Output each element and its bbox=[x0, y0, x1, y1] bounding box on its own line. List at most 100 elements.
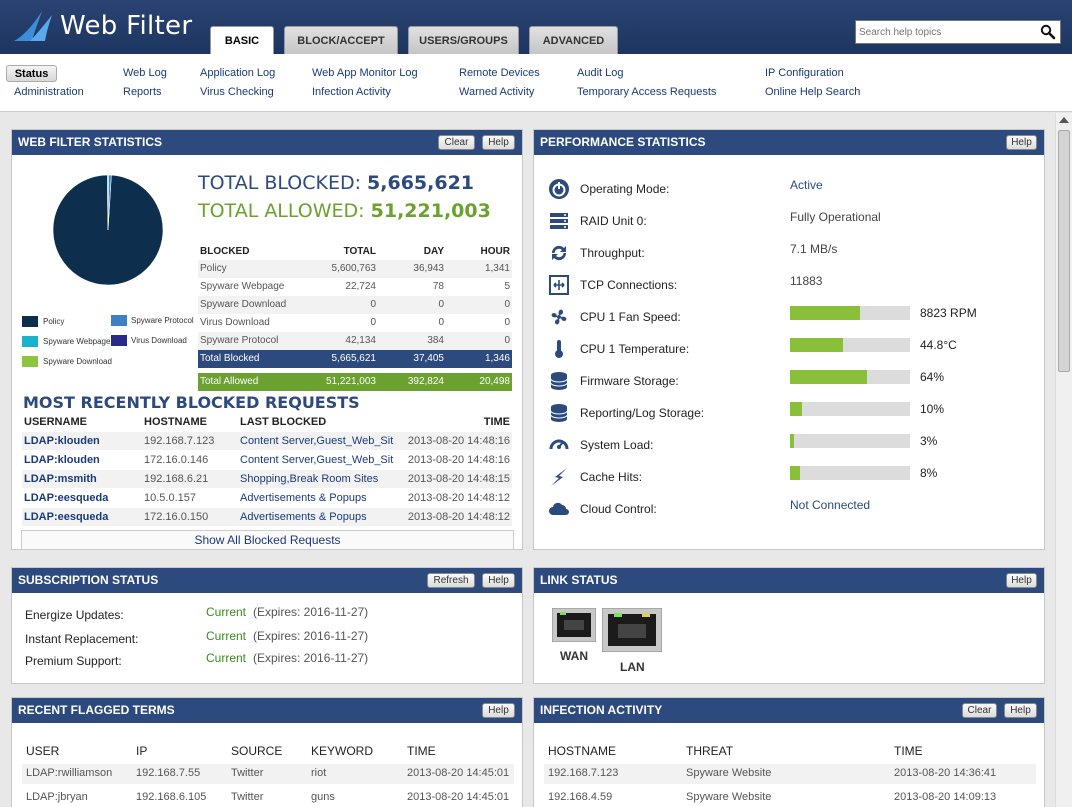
temperature-bar bbox=[790, 338, 910, 352]
subscription-expires: (Expires: 2016-11-27) bbox=[253, 605, 369, 619]
legend-item: Spyware Webpage bbox=[22, 336, 110, 347]
row-user[interactable]: LDAP:msmith bbox=[24, 473, 97, 485]
table-header: BLOCKED TOTAL DAY HOUR bbox=[198, 243, 512, 261]
row-user[interactable]: LDAP:klouden bbox=[24, 454, 100, 466]
row-hour: 0 bbox=[504, 335, 510, 346]
row-day: 78 bbox=[432, 281, 444, 292]
table-row[interactable]: LDAP:eesqueda 172.16.0.150 Advertisement… bbox=[22, 508, 512, 526]
nav-infection-activity[interactable]: Infection Activity bbox=[312, 86, 391, 98]
perf-value: Active bbox=[790, 178, 823, 192]
row-total: 5,665,621 bbox=[331, 353, 377, 364]
total-blocked: TOTAL BLOCKED: 5,665,621 bbox=[198, 172, 474, 194]
table-row[interactable]: LDAP:klouden 192.168.7.123 Content Serve… bbox=[22, 432, 512, 450]
row-name: Virus Download bbox=[200, 317, 270, 328]
col-total: TOTAL bbox=[343, 246, 376, 257]
legend-swatch bbox=[111, 315, 127, 326]
tab-users-groups[interactable]: USERS/GROUPS bbox=[408, 26, 519, 54]
row-host: 192.168.4.59 bbox=[548, 791, 613, 803]
flagged-terms-table: USER IP SOURCE KEYWORD TIME LDAP:rwillia… bbox=[22, 742, 514, 807]
legend-label: Policy bbox=[43, 317, 65, 326]
col-ip: IP bbox=[136, 744, 148, 758]
row-day: 0 bbox=[438, 299, 444, 310]
tab-block-accept[interactable]: BLOCK/ACCEPT bbox=[284, 26, 398, 54]
row-keyword: riot bbox=[311, 767, 327, 779]
bar-fill bbox=[790, 338, 843, 352]
row-day: 392,824 bbox=[407, 376, 444, 387]
total-blocked-row: Total Blocked 5,665,621 37,405 1,346 bbox=[198, 350, 512, 368]
help-button[interactable]: Help bbox=[1006, 573, 1037, 588]
nav-remote-devices[interactable]: Remote Devices bbox=[459, 67, 540, 79]
row-day: 0 bbox=[438, 317, 444, 328]
row-last[interactable]: Content Server,Guest_Web_Sit bbox=[240, 454, 394, 466]
nav-online-help-search[interactable]: Online Help Search bbox=[765, 86, 861, 98]
refresh-button[interactable]: Refresh bbox=[427, 573, 475, 588]
gauge-icon bbox=[549, 439, 569, 450]
nav-temporary-access-requests[interactable]: Temporary Access Requests bbox=[577, 86, 717, 98]
clear-button[interactable]: Clear bbox=[962, 703, 997, 718]
total-allowed-label: TOTAL ALLOWED: bbox=[198, 200, 365, 222]
row-source: Twitter bbox=[231, 767, 264, 779]
row-name: Total Allowed bbox=[200, 376, 259, 387]
row-ip: 192.168.6.105 bbox=[136, 791, 207, 803]
show-all-blocked-button[interactable]: Show All Blocked Requests bbox=[21, 530, 514, 550]
help-button[interactable]: Help bbox=[482, 703, 515, 718]
panel-title: RECENT FLAGGED TERMS bbox=[12, 698, 522, 723]
help-button[interactable]: Help bbox=[482, 573, 515, 588]
row-last[interactable]: Advertisements & Popups bbox=[240, 492, 367, 504]
row-host: 192.168.6.21 bbox=[144, 473, 209, 485]
fan-speed-bar bbox=[790, 306, 910, 320]
row-last[interactable]: Advertisements & Popups bbox=[240, 511, 367, 523]
nav-web-app-monitor-log[interactable]: Web App Monitor Log bbox=[312, 67, 418, 79]
perf-value: 3% bbox=[920, 434, 938, 448]
page-scrollbar[interactable] bbox=[1055, 113, 1072, 807]
help-button[interactable]: Help bbox=[1006, 135, 1037, 150]
help-button[interactable]: Help bbox=[482, 135, 515, 150]
perf-label: Cache Hits: bbox=[580, 470, 643, 484]
cache-hits-bar bbox=[790, 466, 910, 480]
col-day: DAY bbox=[423, 246, 444, 257]
table-row[interactable]: LDAP:msmith 192.168.6.21 Shopping,Break … bbox=[22, 470, 512, 488]
col-source: SOURCE bbox=[231, 744, 283, 758]
row-name: Spyware Webpage bbox=[200, 281, 285, 292]
tab-basic[interactable]: BASIC bbox=[210, 26, 274, 55]
nav-web-log[interactable]: Web Log bbox=[123, 67, 167, 79]
col-keyword: KEYWORD bbox=[311, 744, 374, 758]
legend-item: Spyware Protocol bbox=[111, 315, 194, 326]
nav-audit-log[interactable]: Audit Log bbox=[577, 67, 624, 79]
nav-virus-checking[interactable]: Virus Checking bbox=[200, 86, 274, 98]
subscription-label: Premium Support: bbox=[25, 654, 122, 668]
nav-status[interactable]: Status bbox=[6, 65, 57, 82]
row-total: 51,221,003 bbox=[325, 376, 376, 387]
perf-label: RAID Unit 0: bbox=[580, 214, 647, 228]
scroll-up-arrow[interactable] bbox=[1059, 117, 1069, 123]
nav-ip-configuration[interactable]: IP Configuration bbox=[765, 67, 844, 79]
row-user[interactable]: LDAP:eesqueda bbox=[24, 511, 109, 523]
table-row[interactable]: LDAP:klouden 172.16.0.146 Content Server… bbox=[22, 451, 512, 469]
row-user[interactable]: LDAP:eesqueda bbox=[24, 492, 109, 504]
recent-blocked-table: USERNAME HOSTNAME LAST BLOCKED TIME LDAP… bbox=[22, 413, 512, 526]
legend-label: Spyware Webpage bbox=[43, 337, 111, 346]
help-button[interactable]: Help bbox=[1004, 703, 1037, 718]
nav-warned-activity[interactable]: Warned Activity bbox=[459, 86, 535, 98]
system-load-bar bbox=[790, 434, 910, 448]
table-row: 192.168.7.123 Spyware Website 2013-08-20… bbox=[544, 764, 1036, 784]
power-icon bbox=[549, 179, 569, 199]
search-icon[interactable] bbox=[1040, 24, 1056, 40]
total-blocked-value: 5,665,621 bbox=[367, 172, 475, 194]
row-total: 42,134 bbox=[345, 335, 376, 346]
perf-value: 64% bbox=[920, 370, 945, 384]
logo-icon bbox=[14, 11, 52, 41]
search-input[interactable] bbox=[856, 21, 1036, 43]
legend-label: Spyware Protocol bbox=[131, 316, 194, 325]
row-source: Twitter bbox=[231, 791, 264, 803]
tab-advanced[interactable]: ADVANCED bbox=[529, 26, 618, 54]
row-last[interactable]: Content Server,Guest_Web_Sit bbox=[240, 435, 394, 447]
nav-application-log[interactable]: Application Log bbox=[200, 67, 276, 79]
clear-button[interactable]: Clear bbox=[438, 135, 475, 150]
table-row[interactable]: LDAP:eesqueda 10.5.0.157 Advertisements … bbox=[22, 489, 512, 507]
nav-reports[interactable]: Reports bbox=[123, 86, 162, 98]
nav-administration[interactable]: Administration bbox=[14, 86, 84, 98]
scroll-thumb[interactable] bbox=[1058, 130, 1070, 372]
row-user[interactable]: LDAP:klouden bbox=[24, 435, 100, 447]
row-last[interactable]: Shopping,Break Room Sites bbox=[240, 473, 379, 485]
